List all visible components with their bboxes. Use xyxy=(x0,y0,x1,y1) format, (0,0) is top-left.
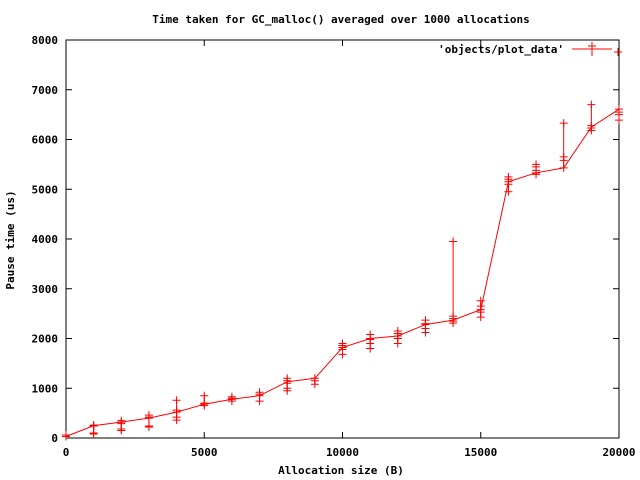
data-point xyxy=(559,119,568,128)
data-point xyxy=(559,163,568,172)
y-tick-label: 3000 xyxy=(32,283,59,296)
legend: 'objects/plot_data' xyxy=(438,42,622,56)
legend-swatch-marker xyxy=(588,42,596,56)
data-point xyxy=(449,237,458,246)
x-tick-label: 0 xyxy=(63,446,70,459)
legend-label: 'objects/plot_data' xyxy=(438,43,564,56)
x-tick-label: 20000 xyxy=(602,446,635,459)
data-point xyxy=(504,172,513,181)
data-point xyxy=(366,330,375,339)
y-tick-label: 0 xyxy=(51,432,58,445)
x-axis-label: Allocation size (B) xyxy=(278,464,404,477)
x-axis-ticks: 0 5000 10000 15000 20000 xyxy=(63,40,636,459)
y-tick-label: 2000 xyxy=(32,333,59,346)
y-axis-ticks: 0 1000 2000 3000 4000 5000 6000 7000 8000 xyxy=(32,34,619,445)
data-point xyxy=(89,421,98,430)
data-point xyxy=(227,392,236,401)
y-tick-label: 5000 xyxy=(32,183,59,196)
data-point xyxy=(172,396,181,405)
data-point xyxy=(200,391,209,400)
legend-end-marker xyxy=(614,48,622,56)
x-tick-label: 10000 xyxy=(326,446,359,459)
data-point xyxy=(587,100,596,109)
sample-marks xyxy=(62,100,623,441)
data-point xyxy=(200,399,209,408)
chart-title: Time taken for GC_malloc() averaged over… xyxy=(152,13,530,26)
plot-area: 0 5000 10000 15000 20000 0 1000 2000 3000 4000 50… xyxy=(32,34,636,459)
x-tick-label: 5000 xyxy=(191,446,218,459)
data-point xyxy=(117,416,126,425)
data-point xyxy=(476,296,485,305)
y-tick-label: 6000 xyxy=(32,134,59,147)
y-tick-label: 8000 xyxy=(32,34,59,47)
y-axis-label: Pause time (us) xyxy=(4,190,17,289)
data-point xyxy=(255,388,264,397)
x-tick-label: 15000 xyxy=(464,446,497,459)
data-point xyxy=(615,105,623,114)
data-point xyxy=(172,406,181,415)
data-point xyxy=(449,312,458,321)
data-point xyxy=(62,431,70,440)
y-tick-label: 4000 xyxy=(32,233,59,246)
data-point xyxy=(144,422,153,431)
data-point xyxy=(338,339,347,348)
data-point xyxy=(393,327,402,336)
y-tick-label: 1000 xyxy=(32,382,59,395)
data-point xyxy=(587,121,596,130)
data-point xyxy=(89,429,98,438)
data-point xyxy=(559,152,568,161)
data-point xyxy=(144,411,153,420)
data-point xyxy=(283,374,292,383)
data-point xyxy=(310,374,319,383)
y-tick-label: 7000 xyxy=(32,84,59,97)
data-point xyxy=(504,187,513,196)
data-point xyxy=(421,316,430,325)
data-point xyxy=(532,160,541,169)
